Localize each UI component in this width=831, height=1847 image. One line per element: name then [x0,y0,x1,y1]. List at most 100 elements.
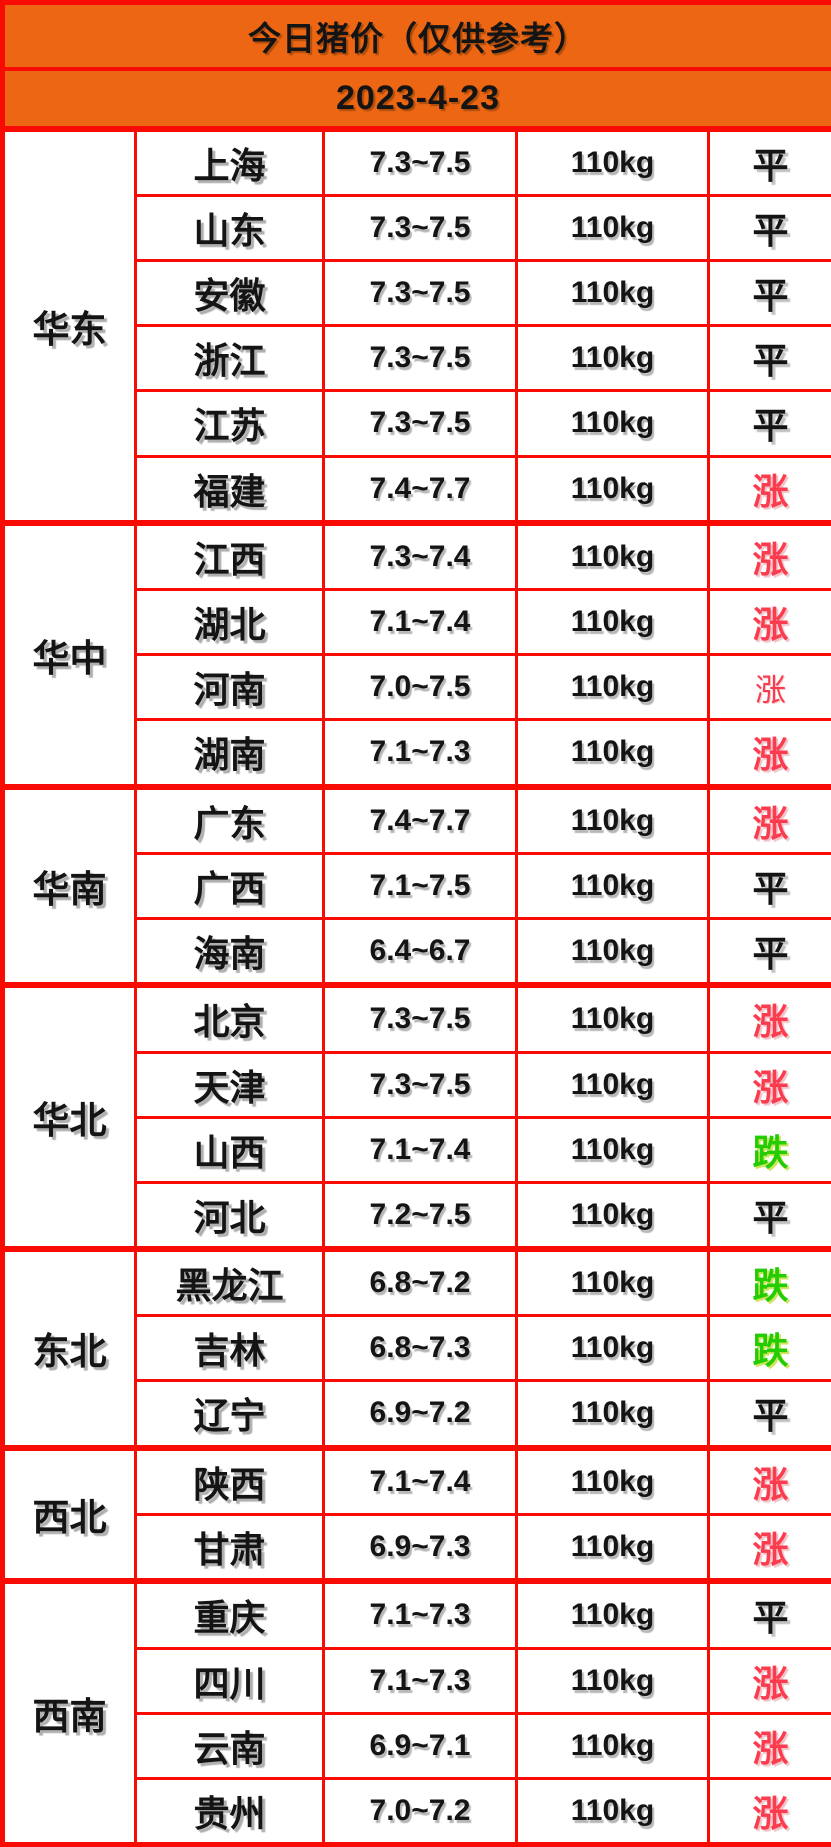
table-row: 湖北 7.1~7.4 110kg 涨 [3,588,831,657]
province-cell: 广东 [134,783,325,855]
status-cell: 平 [707,389,831,458]
weight-cell: 110kg [515,1578,710,1650]
price-cell: 6.9~7.3 [322,1512,518,1583]
status-cell: 涨 [707,1776,831,1847]
weight-cell: 110kg [515,851,710,920]
price-cell: 7.1~7.4 [322,588,518,657]
region-cell: 华中 [1,519,137,789]
table-row: 辽宁 6.9~7.2 110kg 平 [3,1379,831,1450]
weight-cell: 110kg [515,454,710,525]
price-cell: 7.2~7.5 [322,1180,518,1251]
province-cell: 黑龙江 [134,1245,325,1318]
table-row: 浙江 7.3~7.5 110kg 平 [3,324,831,393]
price-cell: 7.0~7.5 [322,653,518,722]
status-cell: 涨 [707,982,831,1054]
status-cell: 涨 [707,1646,831,1715]
weight-cell: 110kg [515,1776,710,1847]
price-cell: 6.9~7.1 [322,1711,518,1780]
table-row: 天津 7.3~7.5 110kg 涨 [3,1050,831,1119]
weight-cell: 110kg [515,718,710,789]
status-cell: 涨 [707,653,831,722]
price-cell: 7.3~7.4 [322,519,518,592]
weight-cell: 110kg [515,916,710,987]
status-cell: 涨 [707,454,831,525]
price-cell: 7.4~7.7 [322,454,518,525]
province-cell: 河北 [134,1180,325,1251]
price-cell: 7.1~7.3 [322,1646,518,1715]
price-cell: 7.3~7.5 [322,1050,518,1119]
region-cell: 西北 [1,1444,137,1583]
weight-cell: 110kg [515,783,710,855]
title-row: 今日猪价（仅供参考） [1,1,831,71]
price-cell: 7.1~7.5 [322,851,518,920]
region-cell: 华东 [1,126,137,525]
price-cell: 7.1~7.4 [322,1115,518,1184]
status-cell: 平 [707,916,831,987]
table-row: 湖南 7.1~7.3 110kg 涨 [3,718,831,789]
province-cell: 山西 [134,1115,325,1184]
status-cell: 平 [707,1379,831,1450]
weight-cell: 110kg [515,389,710,458]
status-cell: 平 [707,194,831,263]
status-cell: 涨 [707,1050,831,1119]
province-cell: 辽宁 [134,1379,325,1450]
province-cell: 吉林 [134,1314,325,1383]
weight-cell: 110kg [515,1711,710,1780]
province-cell: 湖北 [134,588,325,657]
price-cell: 7.3~7.5 [322,324,518,393]
date-label: 2023-4-23 [1,67,831,131]
weight-cell: 110kg [515,1180,710,1251]
price-cell: 6.4~6.7 [322,916,518,987]
province-cell: 陕西 [134,1444,325,1516]
weight-cell: 110kg [515,1379,710,1450]
table-row: 四川 7.1~7.3 110kg 涨 [3,1646,831,1715]
table-row: 广西 7.1~7.5 110kg 平 [3,851,831,920]
region-cell: 西南 [1,1578,137,1847]
province-cell: 江西 [134,519,325,592]
date-row: 2023-4-23 [1,67,831,131]
price-cell: 6.9~7.2 [322,1379,518,1450]
status-cell: 跌 [707,1245,831,1318]
weight-cell: 110kg [515,194,710,263]
table-row: 华中 江西 7.3~7.4 110kg 涨 [1,519,831,789]
status-cell: 平 [707,259,831,328]
table-row: 吉林 6.8~7.3 110kg 跌 [3,1314,831,1383]
weight-cell: 110kg [515,588,710,657]
status-cell: 涨 [707,1444,831,1516]
table-row: 云南 6.9~7.1 110kg 涨 [3,1711,831,1780]
province-cell: 海南 [134,916,325,987]
weight-cell: 110kg [515,653,710,722]
price-cell: 6.8~7.2 [322,1245,518,1318]
table-header: 今日猪价（仅供参考） 2023-4-23 [1,1,831,131]
province-cell: 浙江 [134,324,325,393]
table-row: 东北 黑龙江 6.8~7.2 110kg 跌 [1,1245,831,1450]
region-cell: 华南 [1,783,137,987]
status-cell: 平 [707,324,831,393]
province-cell: 河南 [134,653,325,722]
province-cell: 贵州 [134,1776,325,1847]
table-row: 河北 7.2~7.5 110kg 平 [3,1180,831,1251]
table-row: 安徽 7.3~7.5 110kg 平 [3,259,831,328]
province-cell: 上海 [134,126,325,198]
price-cell: 7.4~7.7 [322,783,518,855]
table-row: 华北 北京 7.3~7.5 110kg 涨 [1,982,831,1251]
table-row: 福建 7.4~7.7 110kg 涨 [3,454,831,525]
table-row: 西北 陕西 7.1~7.4 110kg 涨 [1,1444,831,1583]
province-cell: 湖南 [134,718,325,789]
province-cell: 重庆 [134,1578,325,1650]
status-cell: 平 [707,126,831,198]
province-cell: 北京 [134,982,325,1054]
status-cell: 平 [707,851,831,920]
weight-cell: 110kg [515,1115,710,1184]
province-cell: 甘肃 [134,1512,325,1583]
status-cell: 平 [707,1180,831,1251]
province-cell: 广西 [134,851,325,920]
province-cell: 云南 [134,1711,325,1780]
price-cell: 7.3~7.5 [322,126,518,198]
table-row: 华东 上海 7.3~7.5 110kg 平 [1,126,831,525]
province-cell: 山东 [134,194,325,263]
price-cell: 7.1~7.3 [322,1578,518,1650]
region-cell: 华北 [1,982,137,1251]
weight-cell: 110kg [515,1245,710,1318]
